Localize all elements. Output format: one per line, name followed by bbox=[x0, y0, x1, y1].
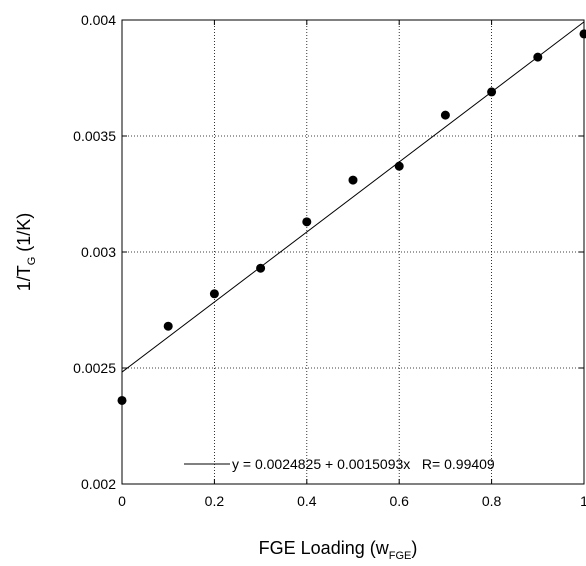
x-axis-title-main: FGE Loading (w bbox=[259, 538, 390, 558]
data-point bbox=[440, 110, 450, 120]
y-tick-label: 0.0025 bbox=[73, 360, 116, 376]
data-point bbox=[487, 87, 497, 97]
data-point bbox=[579, 29, 586, 39]
x-tick-labels: 0 0.2 0.4 0.6 0.8 1 bbox=[118, 493, 586, 509]
x-tick-label: 1 bbox=[580, 493, 586, 509]
legend-label: y = 0.0024825 + 0.0015093x R= 0.99409 bbox=[232, 456, 495, 472]
y-tick-label: 0.002 bbox=[81, 476, 116, 492]
x-tick-label: 0.2 bbox=[205, 493, 225, 509]
data-point bbox=[348, 175, 358, 185]
data-point bbox=[209, 289, 219, 299]
y-axis-title-end: (1/K) bbox=[14, 213, 34, 257]
y-axis-title: 1/TG (1/K) bbox=[14, 213, 38, 292]
data-point bbox=[117, 395, 127, 405]
fit-line bbox=[121, 21, 585, 373]
y-tick-labels: 0.002 0.0025 0.003 0.0035 0.004 bbox=[73, 12, 116, 492]
fit-line-group bbox=[121, 21, 585, 373]
data-point bbox=[394, 161, 404, 171]
x-tick-label: 0.6 bbox=[389, 493, 409, 509]
legend: y = 0.0024825 + 0.0015093x R= 0.99409 bbox=[184, 456, 495, 472]
data-point bbox=[302, 217, 312, 227]
x-axis-title-subscript: FGE bbox=[389, 550, 412, 562]
x-axis-title-end: ) bbox=[411, 538, 417, 558]
data-point bbox=[256, 263, 266, 273]
x-tick-label: 0.8 bbox=[482, 493, 502, 509]
y-tick-label: 0.004 bbox=[81, 12, 116, 28]
data-points bbox=[117, 29, 586, 405]
data-point bbox=[163, 321, 173, 331]
grid-lines bbox=[122, 20, 584, 484]
y-axis-title-subscript: G bbox=[26, 257, 38, 266]
y-tick-label: 0.0035 bbox=[73, 128, 116, 144]
x-tick-label: 0 bbox=[118, 493, 126, 509]
x-tick-label: 0.4 bbox=[297, 493, 317, 509]
y-tick-label: 0.003 bbox=[81, 244, 116, 260]
x-axis-title: FGE Loading (wFGE) bbox=[259, 538, 418, 562]
data-point bbox=[533, 52, 543, 62]
y-axis-title-main: 1/T bbox=[14, 265, 34, 291]
tick-marks bbox=[121, 19, 585, 485]
